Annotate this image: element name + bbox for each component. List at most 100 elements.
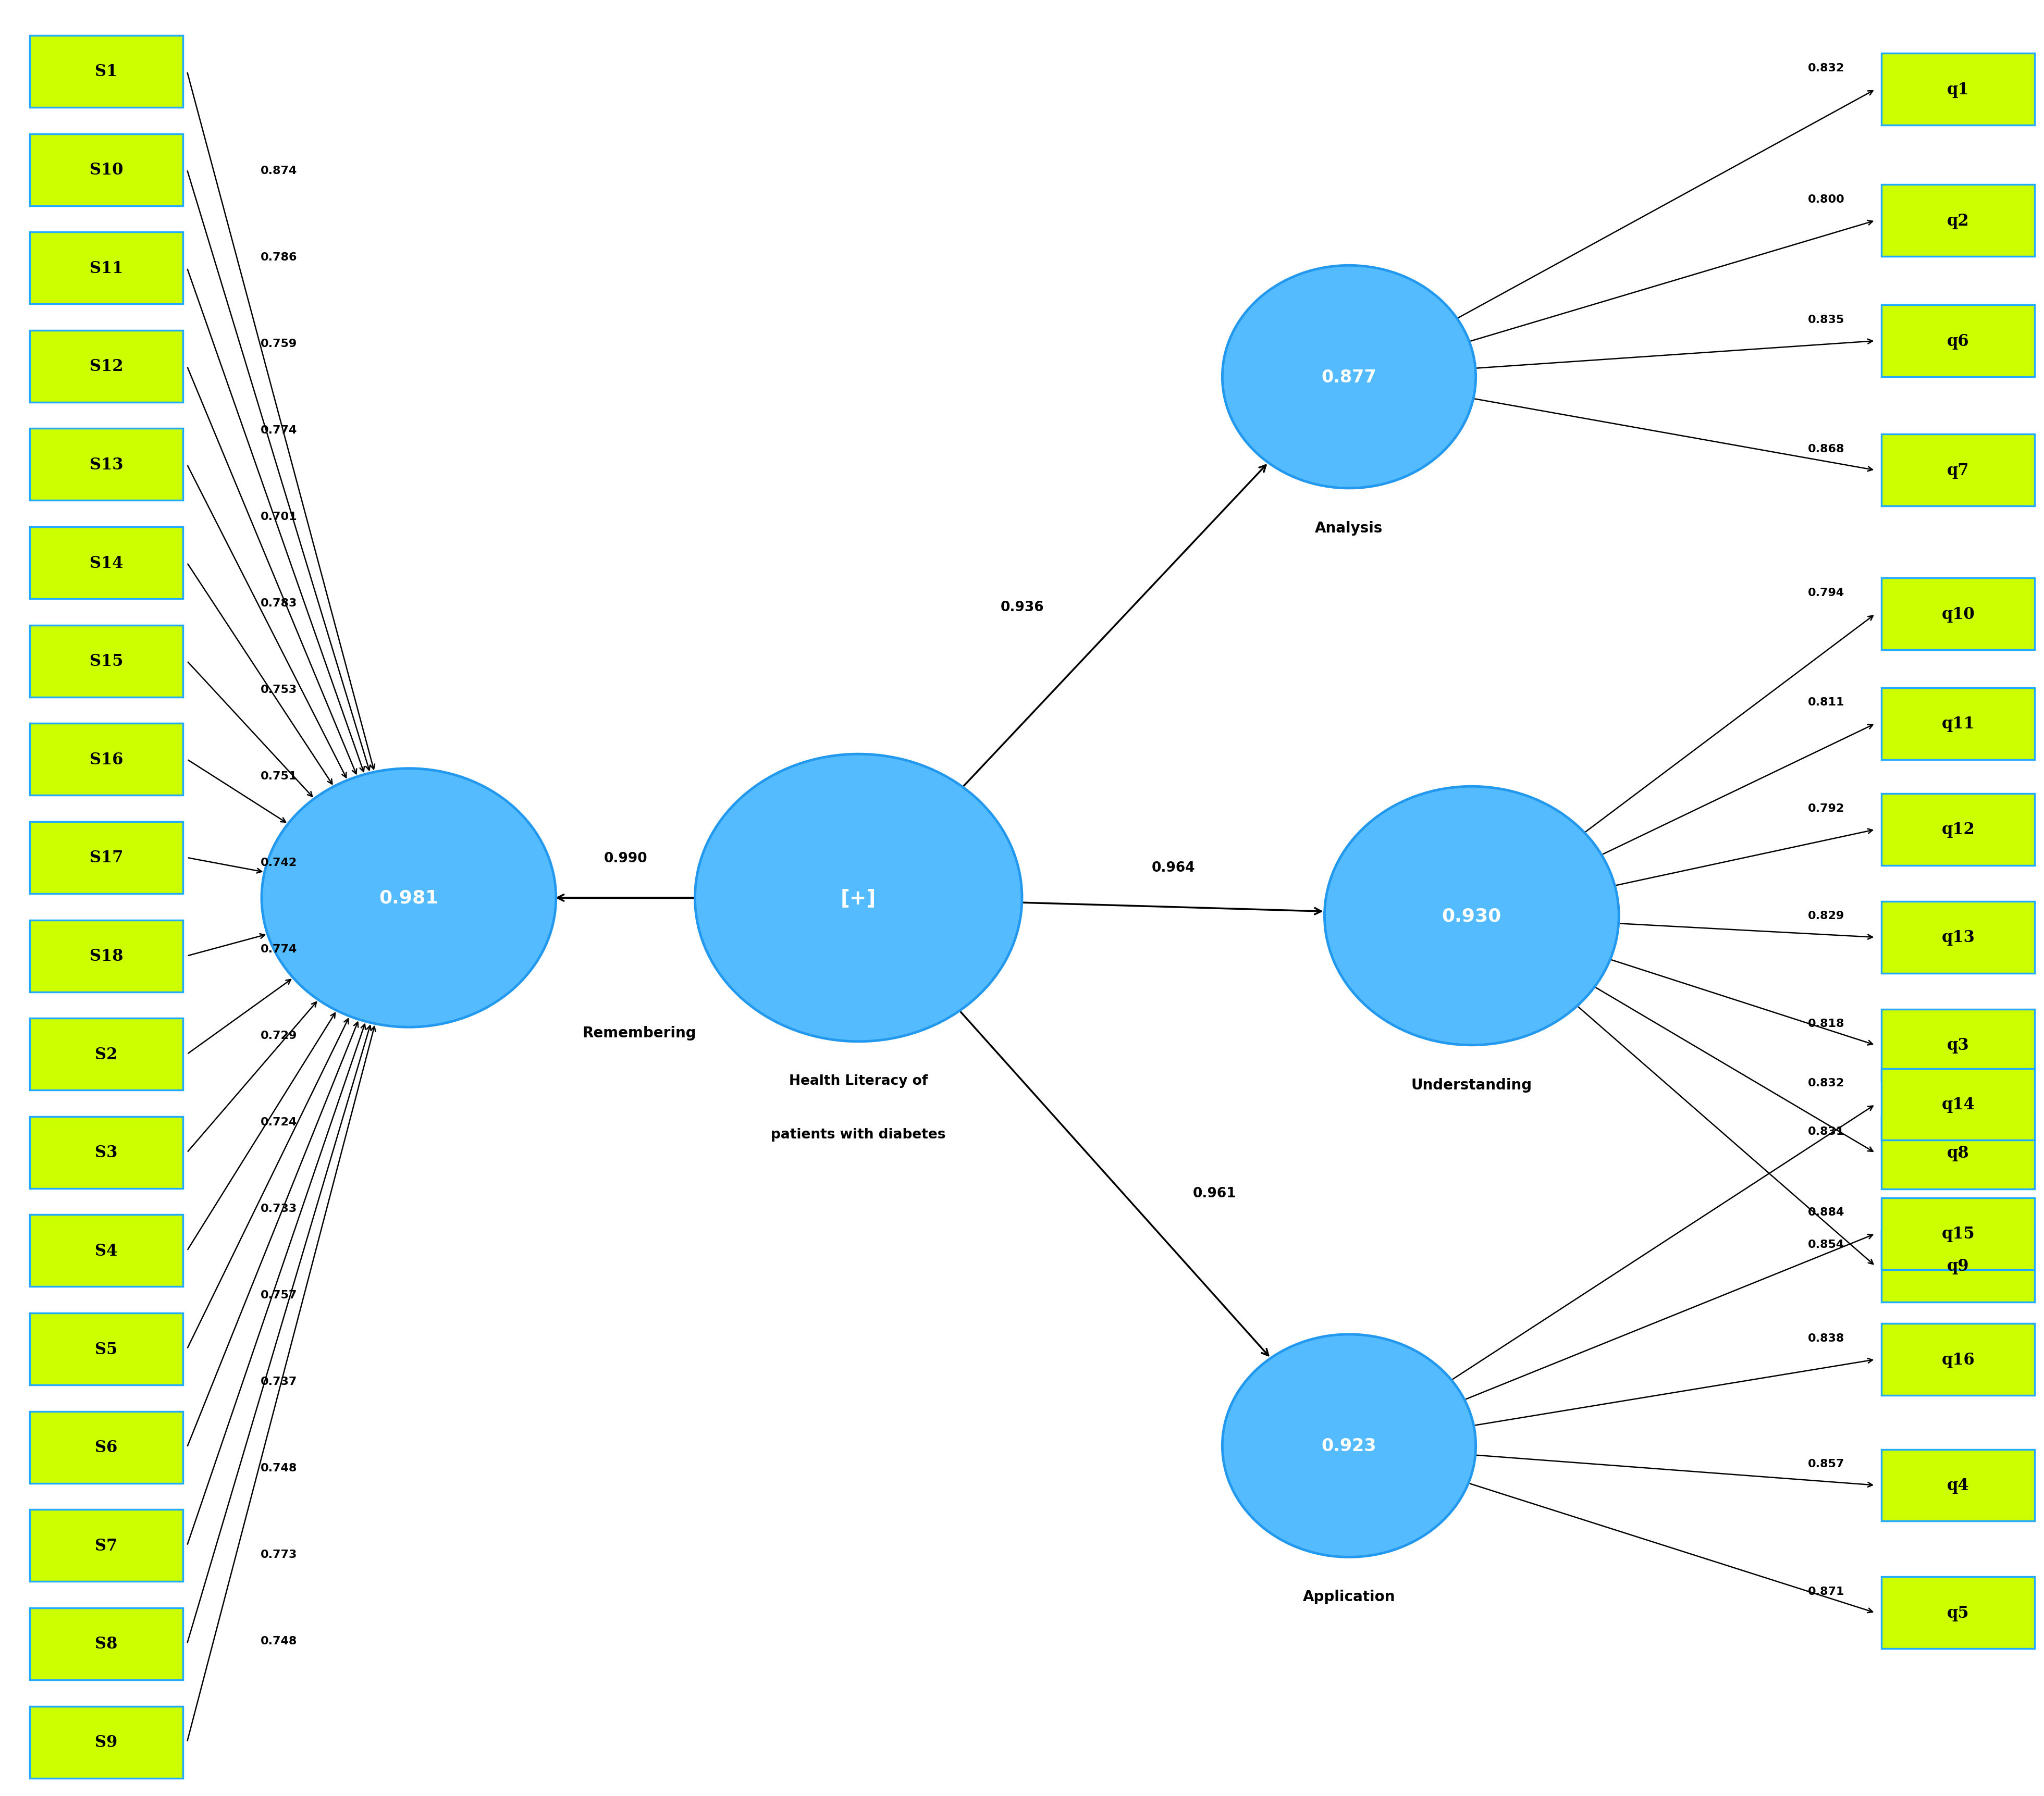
Text: q9: q9 (1948, 1259, 1968, 1273)
Text: 0.759: 0.759 (262, 339, 296, 348)
Text: [+]: [+] (840, 887, 877, 909)
FancyBboxPatch shape (1883, 185, 2034, 257)
FancyBboxPatch shape (29, 1313, 184, 1385)
Text: 0.818: 0.818 (1809, 1018, 1846, 1029)
Text: 0.748: 0.748 (262, 1462, 296, 1473)
FancyBboxPatch shape (1883, 435, 2034, 506)
FancyBboxPatch shape (29, 330, 184, 402)
FancyBboxPatch shape (29, 1412, 184, 1483)
Text: 0.729: 0.729 (262, 1031, 296, 1042)
Text: q4: q4 (1948, 1478, 1968, 1492)
Text: S14: S14 (90, 555, 123, 571)
FancyBboxPatch shape (29, 920, 184, 991)
FancyBboxPatch shape (29, 528, 184, 600)
Circle shape (695, 754, 1022, 1042)
Text: q2: q2 (1948, 214, 1968, 228)
Text: 0.832: 0.832 (1809, 63, 1846, 74)
Text: S7: S7 (94, 1537, 119, 1554)
FancyBboxPatch shape (1883, 1230, 2034, 1302)
Text: S10: S10 (90, 162, 123, 178)
Text: 0.774: 0.774 (262, 945, 296, 954)
FancyBboxPatch shape (29, 232, 184, 304)
FancyBboxPatch shape (1883, 1069, 2034, 1140)
Text: 0.737: 0.737 (262, 1376, 296, 1387)
Text: q16: q16 (1942, 1352, 1975, 1367)
Text: S15: S15 (90, 654, 123, 670)
Text: q12: q12 (1942, 823, 1975, 837)
Text: S18: S18 (90, 948, 123, 964)
Text: q1: q1 (1948, 83, 1968, 97)
Circle shape (1222, 1334, 1476, 1557)
Text: 0.811: 0.811 (1809, 697, 1846, 708)
FancyBboxPatch shape (1883, 54, 2034, 126)
FancyBboxPatch shape (1883, 794, 2034, 866)
Text: 0.724: 0.724 (262, 1117, 296, 1128)
Text: 0.884: 0.884 (1809, 1207, 1846, 1218)
Text: S9: S9 (94, 1735, 119, 1749)
FancyBboxPatch shape (29, 1117, 184, 1189)
Text: S17: S17 (90, 850, 123, 866)
FancyBboxPatch shape (29, 429, 184, 501)
Text: Understanding: Understanding (1410, 1078, 1533, 1092)
FancyBboxPatch shape (1883, 305, 2034, 377)
Text: 0.800: 0.800 (1807, 194, 1846, 205)
Text: 0.753: 0.753 (262, 684, 296, 695)
Text: S13: S13 (90, 456, 123, 472)
Text: q6: q6 (1948, 334, 1968, 348)
Text: 0.701: 0.701 (262, 512, 298, 523)
Text: S12: S12 (90, 359, 123, 375)
Text: 0.877: 0.877 (1322, 368, 1376, 386)
Text: 0.774: 0.774 (262, 426, 296, 436)
Text: 0.964: 0.964 (1151, 860, 1196, 875)
Text: 0.857: 0.857 (1809, 1458, 1846, 1469)
Text: 0.748: 0.748 (262, 1636, 296, 1647)
Text: 0.930: 0.930 (1441, 907, 1502, 925)
Text: q11: q11 (1942, 717, 1975, 731)
FancyBboxPatch shape (1883, 1009, 2034, 1081)
FancyBboxPatch shape (1883, 1577, 2034, 1649)
Text: 0.832: 0.832 (1809, 1078, 1846, 1088)
Text: Analysis: Analysis (1314, 521, 1384, 535)
Text: patients with diabetes: patients with diabetes (771, 1128, 946, 1142)
Circle shape (1325, 787, 1619, 1045)
Text: q8: q8 (1948, 1146, 1968, 1160)
FancyBboxPatch shape (1883, 1324, 2034, 1395)
Text: 0.874: 0.874 (262, 165, 296, 176)
Text: 0.829: 0.829 (1809, 911, 1846, 921)
Text: 0.990: 0.990 (603, 851, 648, 866)
Text: 0.923: 0.923 (1322, 1437, 1376, 1455)
Text: 0.742: 0.742 (262, 857, 296, 867)
Text: 0.751: 0.751 (262, 770, 296, 781)
FancyBboxPatch shape (29, 36, 184, 108)
Text: 0.792: 0.792 (1809, 803, 1846, 814)
Circle shape (262, 769, 556, 1027)
Text: 0.757: 0.757 (262, 1290, 296, 1300)
Text: S16: S16 (90, 751, 123, 767)
Text: q13: q13 (1942, 930, 1975, 945)
Text: Application: Application (1302, 1589, 1396, 1604)
Text: 0.783: 0.783 (262, 598, 296, 609)
Text: S3: S3 (94, 1144, 119, 1160)
FancyBboxPatch shape (29, 1214, 184, 1286)
Text: Remembering: Remembering (583, 1026, 697, 1040)
Text: S2: S2 (94, 1047, 119, 1063)
Text: 0.835: 0.835 (1809, 314, 1846, 325)
FancyBboxPatch shape (29, 135, 184, 207)
FancyBboxPatch shape (29, 1018, 184, 1090)
Text: S5: S5 (94, 1342, 119, 1358)
Text: Health Literacy of: Health Literacy of (789, 1074, 928, 1088)
FancyBboxPatch shape (1883, 1117, 2034, 1189)
Text: 0.786: 0.786 (262, 251, 296, 262)
Text: 0.961: 0.961 (1194, 1187, 1237, 1200)
Text: q10: q10 (1942, 607, 1975, 621)
Text: S8: S8 (94, 1636, 119, 1652)
FancyBboxPatch shape (1883, 1449, 2034, 1521)
Text: 0.871: 0.871 (1809, 1586, 1846, 1597)
FancyBboxPatch shape (29, 1706, 184, 1778)
Text: 0.831: 0.831 (1809, 1126, 1846, 1137)
Text: 0.868: 0.868 (1809, 444, 1846, 454)
Text: q3: q3 (1948, 1038, 1968, 1052)
FancyBboxPatch shape (29, 823, 184, 894)
Circle shape (1222, 266, 1476, 489)
FancyBboxPatch shape (29, 625, 184, 697)
